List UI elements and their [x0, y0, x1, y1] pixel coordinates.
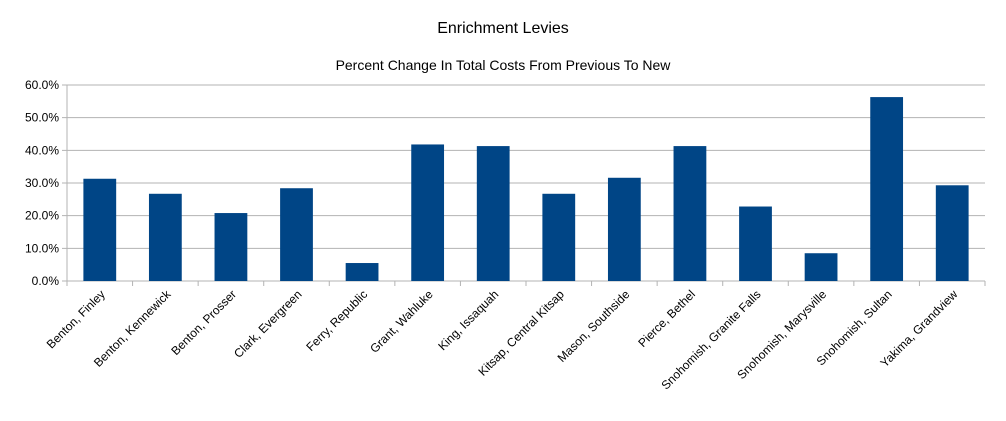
bar	[411, 144, 445, 281]
y-tick-label: 0.0%	[32, 274, 60, 288]
bar	[345, 263, 379, 281]
y-axis-ticks: 0.0% 10.0% 20.0% 30.0% 40.0% 50.0% 60.0%	[25, 78, 59, 288]
bar	[739, 206, 772, 281]
x-tick-label: Pierce, Bethel	[635, 287, 698, 350]
bar	[673, 146, 707, 281]
bar	[214, 213, 248, 281]
x-tick-label: Ferry, Republic	[303, 287, 370, 354]
x-tick-label: Benton, Finley	[44, 287, 108, 351]
gridlines	[62, 84, 986, 286]
chart-subtitle: Percent Change In Total Costs From Previ…	[336, 57, 672, 73]
y-tick-label: 20.0%	[25, 209, 59, 223]
bar	[870, 97, 904, 281]
bar	[280, 188, 313, 281]
bar	[935, 185, 969, 281]
bar	[476, 146, 510, 281]
bar	[148, 193, 182, 281]
bar	[83, 178, 117, 281]
x-tick-label: Clark, Evergreen	[231, 287, 305, 361]
x-tick-label: Mason, Southside	[555, 287, 633, 365]
chart-title: Enrichment Levies	[437, 20, 569, 37]
y-tick-label: 60.0%	[25, 78, 59, 92]
bar	[542, 193, 576, 281]
y-tick-label: 40.0%	[25, 143, 59, 157]
bar	[804, 253, 838, 281]
bar	[607, 177, 641, 281]
x-tick-label: Benton, Prosser	[168, 287, 239, 358]
x-tick-label: King, Issaquah	[435, 287, 501, 353]
y-tick-label: 50.0%	[25, 111, 59, 125]
bars	[83, 97, 969, 281]
x-tick-label: Grant, Wahluke	[367, 287, 436, 356]
y-tick-label: 10.0%	[25, 241, 59, 255]
y-tick-label: 30.0%	[25, 176, 59, 190]
